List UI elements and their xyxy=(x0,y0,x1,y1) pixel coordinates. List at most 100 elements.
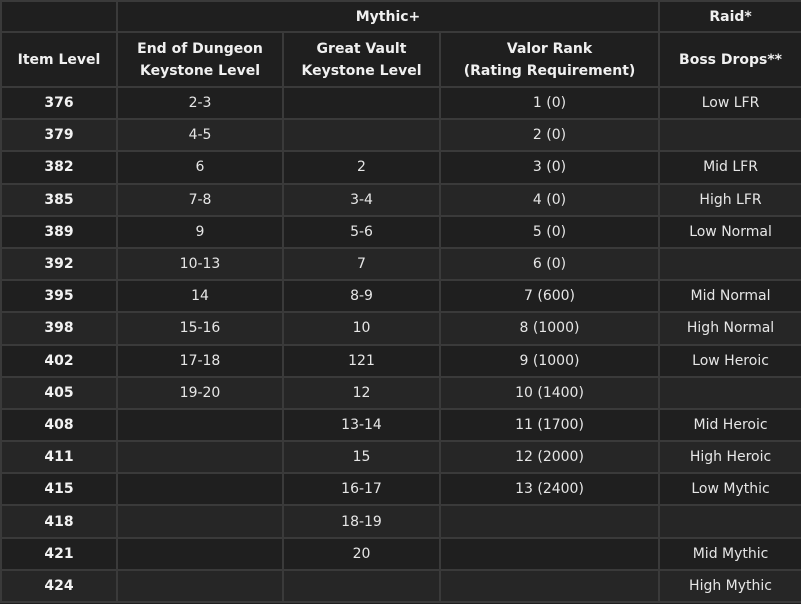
table-row: 398 15-16 10 8 (1000) High Normal xyxy=(0,311,801,346)
great-vault-cell: 121 xyxy=(282,343,441,378)
valor-rank-header-line1: Valor Rank xyxy=(506,40,593,57)
boss-drops-cell: Low Heroic xyxy=(658,343,801,378)
end-of-dungeon-cell: 7-8 xyxy=(116,182,284,217)
valor-rank-cell: 9 (1000) xyxy=(438,343,661,378)
end-of-dungeon-cell xyxy=(116,568,284,604)
end-of-dungeon-cell xyxy=(116,440,284,475)
end-of-dungeon-cell: 15-16 xyxy=(116,311,284,346)
boss-drops-cell: Mid LFR xyxy=(658,150,801,185)
table-row: 411 15 12 (2000) High Heroic xyxy=(0,440,801,475)
great-vault-cell: 20 xyxy=(282,536,441,571)
end-of-dungeon-cell: 4-5 xyxy=(116,118,284,153)
boss-drops-cell: Low Mythic xyxy=(658,472,801,507)
table-row: 376 2-3 1 (0) Low LFR xyxy=(0,85,801,121)
great-vault-cell: 7 xyxy=(282,246,441,282)
table-row: 392 10-13 7 6 (0) xyxy=(0,246,801,282)
table-row: 415 16-17 13 (2400) Low Mythic xyxy=(0,472,801,507)
great-vault-cell: 2 xyxy=(282,150,441,185)
valor-rank-cell xyxy=(438,536,661,571)
table-row: 385 7-8 3-4 4 (0) High LFR xyxy=(0,182,801,217)
item-level-cell: 392 xyxy=(0,246,118,282)
valor-rank-cell: 2 (0) xyxy=(438,118,661,153)
item-level-cell: 418 xyxy=(0,504,118,539)
boss-drops-cell xyxy=(658,375,801,410)
boss-drops-cell: High Mythic xyxy=(658,568,801,604)
table-row: 395 14 8-9 7 (600) Mid Normal xyxy=(0,279,801,314)
valor-rank-cell: 6 (0) xyxy=(438,246,661,282)
end-of-dungeon-cell: 6 xyxy=(116,150,284,185)
end-of-dungeon-cell: 14 xyxy=(116,279,284,314)
valor-rank-cell: 7 (600) xyxy=(438,279,661,314)
mythic-plus-group-header: Mythic+ xyxy=(115,0,661,33)
boss-drops-cell xyxy=(658,118,801,153)
item-level-header: Item Level xyxy=(0,31,118,88)
item-level-cell: 421 xyxy=(0,536,118,571)
end-of-dungeon-cell xyxy=(116,536,284,571)
table-row: 405 19-20 12 10 (1400) xyxy=(0,375,801,410)
item-level-cell: 382 xyxy=(0,150,118,185)
boss-drops-cell: High LFR xyxy=(658,182,801,217)
great-vault-cell xyxy=(282,568,441,604)
great-vault-cell: 15 xyxy=(282,440,441,475)
great-vault-cell: 3-4 xyxy=(282,182,441,217)
valor-rank-cell: 12 (2000) xyxy=(438,440,661,475)
great-vault-cell: 13-14 xyxy=(282,407,441,443)
valor-rank-cell: 8 (1000) xyxy=(438,311,661,346)
item-level-cell: 405 xyxy=(0,375,118,410)
boss-drops-cell: Low LFR xyxy=(658,85,801,121)
valor-rank-cell xyxy=(438,504,661,539)
boss-drops-cell xyxy=(658,246,801,282)
item-level-cell: 379 xyxy=(0,118,118,153)
item-level-cell: 395 xyxy=(0,279,118,314)
great-vault-header: Great Vault Keystone Level xyxy=(282,31,441,88)
item-level-cell: 402 xyxy=(0,343,118,378)
end-of-dungeon-cell: 9 xyxy=(116,214,284,249)
boss-drops-cell: Mid Mythic xyxy=(658,536,801,571)
end-of-dungeon-cell: 10-13 xyxy=(116,246,284,282)
valor-rank-cell: 5 (0) xyxy=(438,214,661,249)
table-row: 418 18-19 xyxy=(0,504,801,539)
table-row: 382 6 2 3 (0) Mid LFR xyxy=(0,150,801,185)
end-of-dungeon-cell: 17-18 xyxy=(116,343,284,378)
end-of-dungeon-cell: 19-20 xyxy=(116,375,284,410)
valor-rank-cell: 3 (0) xyxy=(438,150,661,185)
item-level-cell: 376 xyxy=(0,85,118,121)
end-of-dungeon-header: End of Dungeon Keystone Level xyxy=(116,31,284,88)
table-header: Mythic+ Raid* Item Level End of Dungeon … xyxy=(0,0,801,88)
empty-corner-cell xyxy=(0,0,118,33)
item-level-cell: 389 xyxy=(0,214,118,249)
boss-drops-cell: High Normal xyxy=(658,311,801,346)
item-level-header-label: Item Level xyxy=(17,51,101,68)
valor-rank-header-line2: (Rating Requirement) xyxy=(463,62,636,79)
great-vault-cell: 16-17 xyxy=(282,472,441,507)
table-row: 408 13-14 11 (1700) Mid Heroic xyxy=(0,407,801,443)
item-level-cell: 398 xyxy=(0,311,118,346)
valor-rank-cell: 13 (2400) xyxy=(438,472,661,507)
end-of-dungeon-cell xyxy=(116,472,284,507)
great-vault-cell: 5-6 xyxy=(282,214,441,249)
valor-rank-cell xyxy=(438,568,661,604)
table-body: 376 2-3 1 (0) Low LFR 379 4-5 2 (0) 382 6 2 3 (0) M… xyxy=(0,85,801,604)
item-level-cell: 385 xyxy=(0,182,118,217)
boss-drops-cell: High Heroic xyxy=(658,440,801,475)
valor-rank-cell: 11 (1700) xyxy=(438,407,661,443)
great-vault-cell xyxy=(282,85,441,121)
end-of-dungeon-header-line1: End of Dungeon xyxy=(137,40,263,57)
great-vault-header-line1: Great Vault xyxy=(316,40,407,57)
great-vault-cell xyxy=(282,118,441,153)
great-vault-cell: 12 xyxy=(282,375,441,410)
valor-rank-cell: 4 (0) xyxy=(438,182,661,217)
item-level-cell: 411 xyxy=(0,440,118,475)
boss-drops-header-label: Boss Drops** xyxy=(679,51,783,68)
end-of-dungeon-cell: 2-3 xyxy=(116,85,284,121)
boss-drops-header: Boss Drops** xyxy=(658,31,801,88)
table-row: 424 High Mythic xyxy=(0,568,801,604)
item-level-cell: 408 xyxy=(0,407,118,443)
table-row: 402 17-18 121 9 (1000) Low Heroic xyxy=(0,343,801,378)
end-of-dungeon-cell xyxy=(116,504,284,539)
table-row: 389 9 5-6 5 (0) Low Normal xyxy=(0,214,801,249)
boss-drops-cell: Mid Heroic xyxy=(658,407,801,443)
column-header-row: Item Level End of Dungeon Keystone Level… xyxy=(0,31,801,88)
great-vault-cell: 18-19 xyxy=(282,504,441,539)
